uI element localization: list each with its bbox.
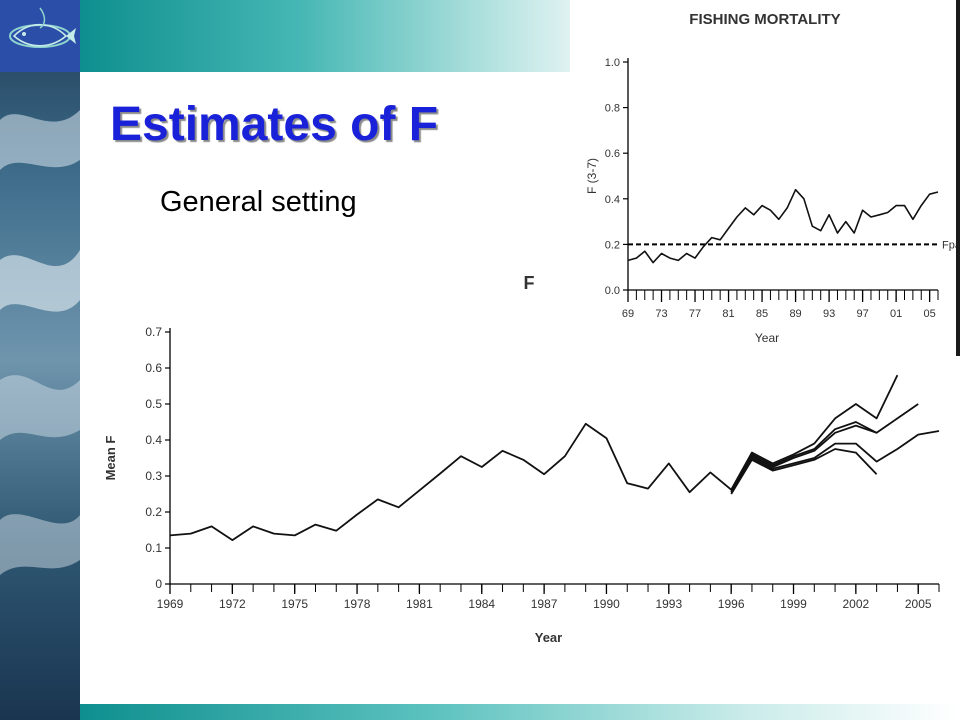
x-tick-label: 1993 (655, 597, 682, 611)
series-line-2 (730, 403, 919, 491)
y-tick-label: 0.5 (145, 397, 162, 411)
fishing-mortality-chart: FISHING MORTALITY 0.0 0.2 0.4 0.6 0.8 1.0 69 73 7… (585, 11, 960, 345)
x-tick-label: 2005 (905, 597, 932, 611)
x-tick-label: 1987 (531, 597, 558, 611)
x-tick-label: 1978 (344, 597, 371, 611)
ocean-wave-image (0, 0, 80, 720)
x-tick-label: 1984 (468, 597, 495, 611)
y-tick-label: 0.3 (145, 469, 162, 483)
y-tick-label: 0 (155, 577, 162, 591)
x-tick-label: 69 (622, 308, 634, 320)
reference-line-label: Fpa (942, 239, 958, 251)
x-tick-label: 85 (756, 308, 768, 320)
series-line-3 (730, 424, 877, 493)
x-tick-label: 1981 (406, 597, 433, 611)
x-tick-label: 1972 (219, 597, 246, 611)
fish-logo-icon (9, 7, 76, 48)
series-line-1 (627, 188, 939, 264)
inset-chart-title: FISHING MORTALITY (689, 11, 840, 28)
y-tick-label: 0.4 (605, 194, 620, 206)
x-tick-label: 05 (923, 308, 935, 320)
x-tick-label: 01 (890, 308, 902, 320)
y-tick-label: 0.7 (145, 325, 162, 339)
x-tick-label: 1996 (718, 597, 745, 611)
y-tick-label: 0.8 (605, 103, 620, 115)
y-tick-label: 0.2 (605, 239, 620, 251)
y-tick-label: 0.6 (605, 148, 620, 160)
header-band (80, 0, 570, 72)
x-tick-label: 97 (856, 308, 868, 320)
y-tick-label: 0.1 (145, 541, 162, 555)
x-tick-label: 1969 (157, 597, 184, 611)
inset-border (956, 0, 960, 356)
x-tick-label: 1990 (593, 597, 620, 611)
main-chart-corner-label: F (524, 273, 535, 293)
slide-title: Estimates of F (110, 98, 439, 151)
logo (0, 0, 80, 72)
x-tick-label: 93 (823, 308, 835, 320)
x-tick-label: 1975 (281, 597, 308, 611)
y-axis-title: Mean F (103, 436, 118, 481)
x-tick-label: 77 (689, 308, 701, 320)
y-axis-title: F (3-7) (585, 158, 599, 194)
series-line-5 (730, 448, 878, 495)
series-line-4 (730, 430, 940, 493)
x-tick-label: 73 (655, 308, 667, 320)
inset-chart-panel: FISHING MORTALITY 0.0 0.2 0.4 0.6 0.8 1.0 69 73 7… (572, 0, 960, 356)
x-axis-title: Year (755, 331, 779, 345)
y-tick-label: 0.0 (605, 285, 620, 297)
x-tick-label: 1999 (780, 597, 807, 611)
series-line-1 (169, 374, 899, 541)
slide-subtitle: General setting (160, 186, 357, 218)
footer-band (80, 704, 960, 720)
x-tick-label: 81 (722, 308, 734, 320)
x-tick-label: 89 (789, 308, 801, 320)
y-tick-label: 0.2 (145, 505, 162, 519)
x-tick-label: 2002 (843, 597, 870, 611)
x-axis-title: Year (535, 630, 562, 645)
y-tick-label: 0.4 (145, 433, 162, 447)
y-tick-label: 1.0 (605, 57, 620, 69)
y-tick-label: 0.6 (145, 361, 162, 375)
